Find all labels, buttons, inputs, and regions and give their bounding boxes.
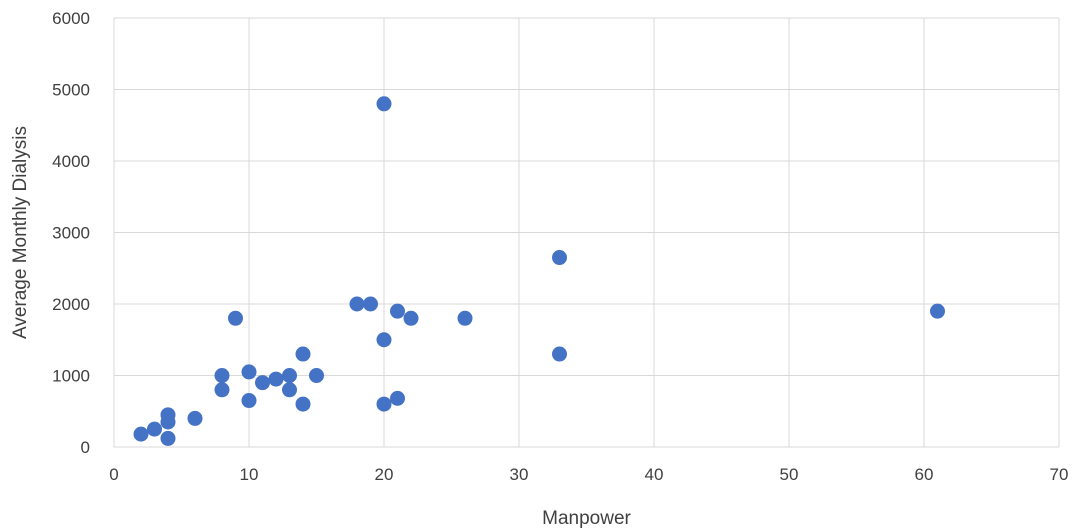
data-point: [282, 382, 297, 398]
data-point: [363, 296, 378, 312]
data-point: [930, 303, 945, 319]
y-tick-label: 6000: [52, 9, 90, 28]
x-tick-label: 50: [780, 465, 799, 484]
data-point: [160, 430, 176, 446]
data-point: [376, 96, 392, 112]
data-point: [349, 296, 365, 312]
x-axis-title: Manpower: [542, 508, 631, 529]
data-point: [295, 346, 311, 362]
x-tick-label: 30: [510, 465, 529, 484]
data-point: [214, 368, 230, 383]
data-points: [133, 96, 945, 446]
data-point: [403, 310, 419, 326]
data-point: [552, 250, 567, 266]
data-point: [214, 382, 230, 398]
data-point: [133, 426, 149, 442]
data-point: [309, 368, 324, 383]
x-tick-label: 10: [240, 465, 259, 484]
y-axis-title: Average Monthly Dialysis: [10, 126, 31, 339]
y-axis-ticks: 0 1000 2000 3000 4000 5000 6000: [52, 9, 90, 457]
y-tick-label: 1000: [52, 367, 90, 386]
x-tick-label: 20: [375, 465, 394, 484]
y-tick-label: 3000: [52, 224, 90, 243]
data-point: [268, 371, 284, 387]
data-point: [147, 421, 162, 437]
data-point: [376, 332, 392, 348]
x-tick-label: 60: [915, 465, 934, 484]
data-point: [282, 368, 297, 383]
y-tick-label: 2000: [52, 295, 90, 314]
data-point: [160, 407, 176, 423]
data-point: [390, 303, 405, 319]
x-tick-label: 70: [1050, 465, 1069, 484]
grid-lines: [113, 17, 1060, 448]
data-point: [295, 396, 311, 412]
x-tick-label: 0: [109, 465, 118, 484]
data-point: [390, 390, 405, 406]
data-point: [241, 393, 257, 409]
data-point: [376, 396, 392, 412]
y-tick-label: 0: [81, 438, 90, 457]
data-point: [187, 410, 203, 426]
x-tick-label: 40: [645, 465, 664, 484]
x-axis-ticks: 0 10 20 30 40 50 60 70: [109, 465, 1068, 484]
y-tick-label: 4000: [52, 152, 90, 171]
data-point: [228, 310, 243, 326]
data-point: [241, 364, 257, 380]
y-tick-label: 5000: [52, 81, 90, 100]
data-point: [457, 310, 473, 326]
data-point: [552, 346, 567, 362]
data-point: [255, 375, 270, 391]
